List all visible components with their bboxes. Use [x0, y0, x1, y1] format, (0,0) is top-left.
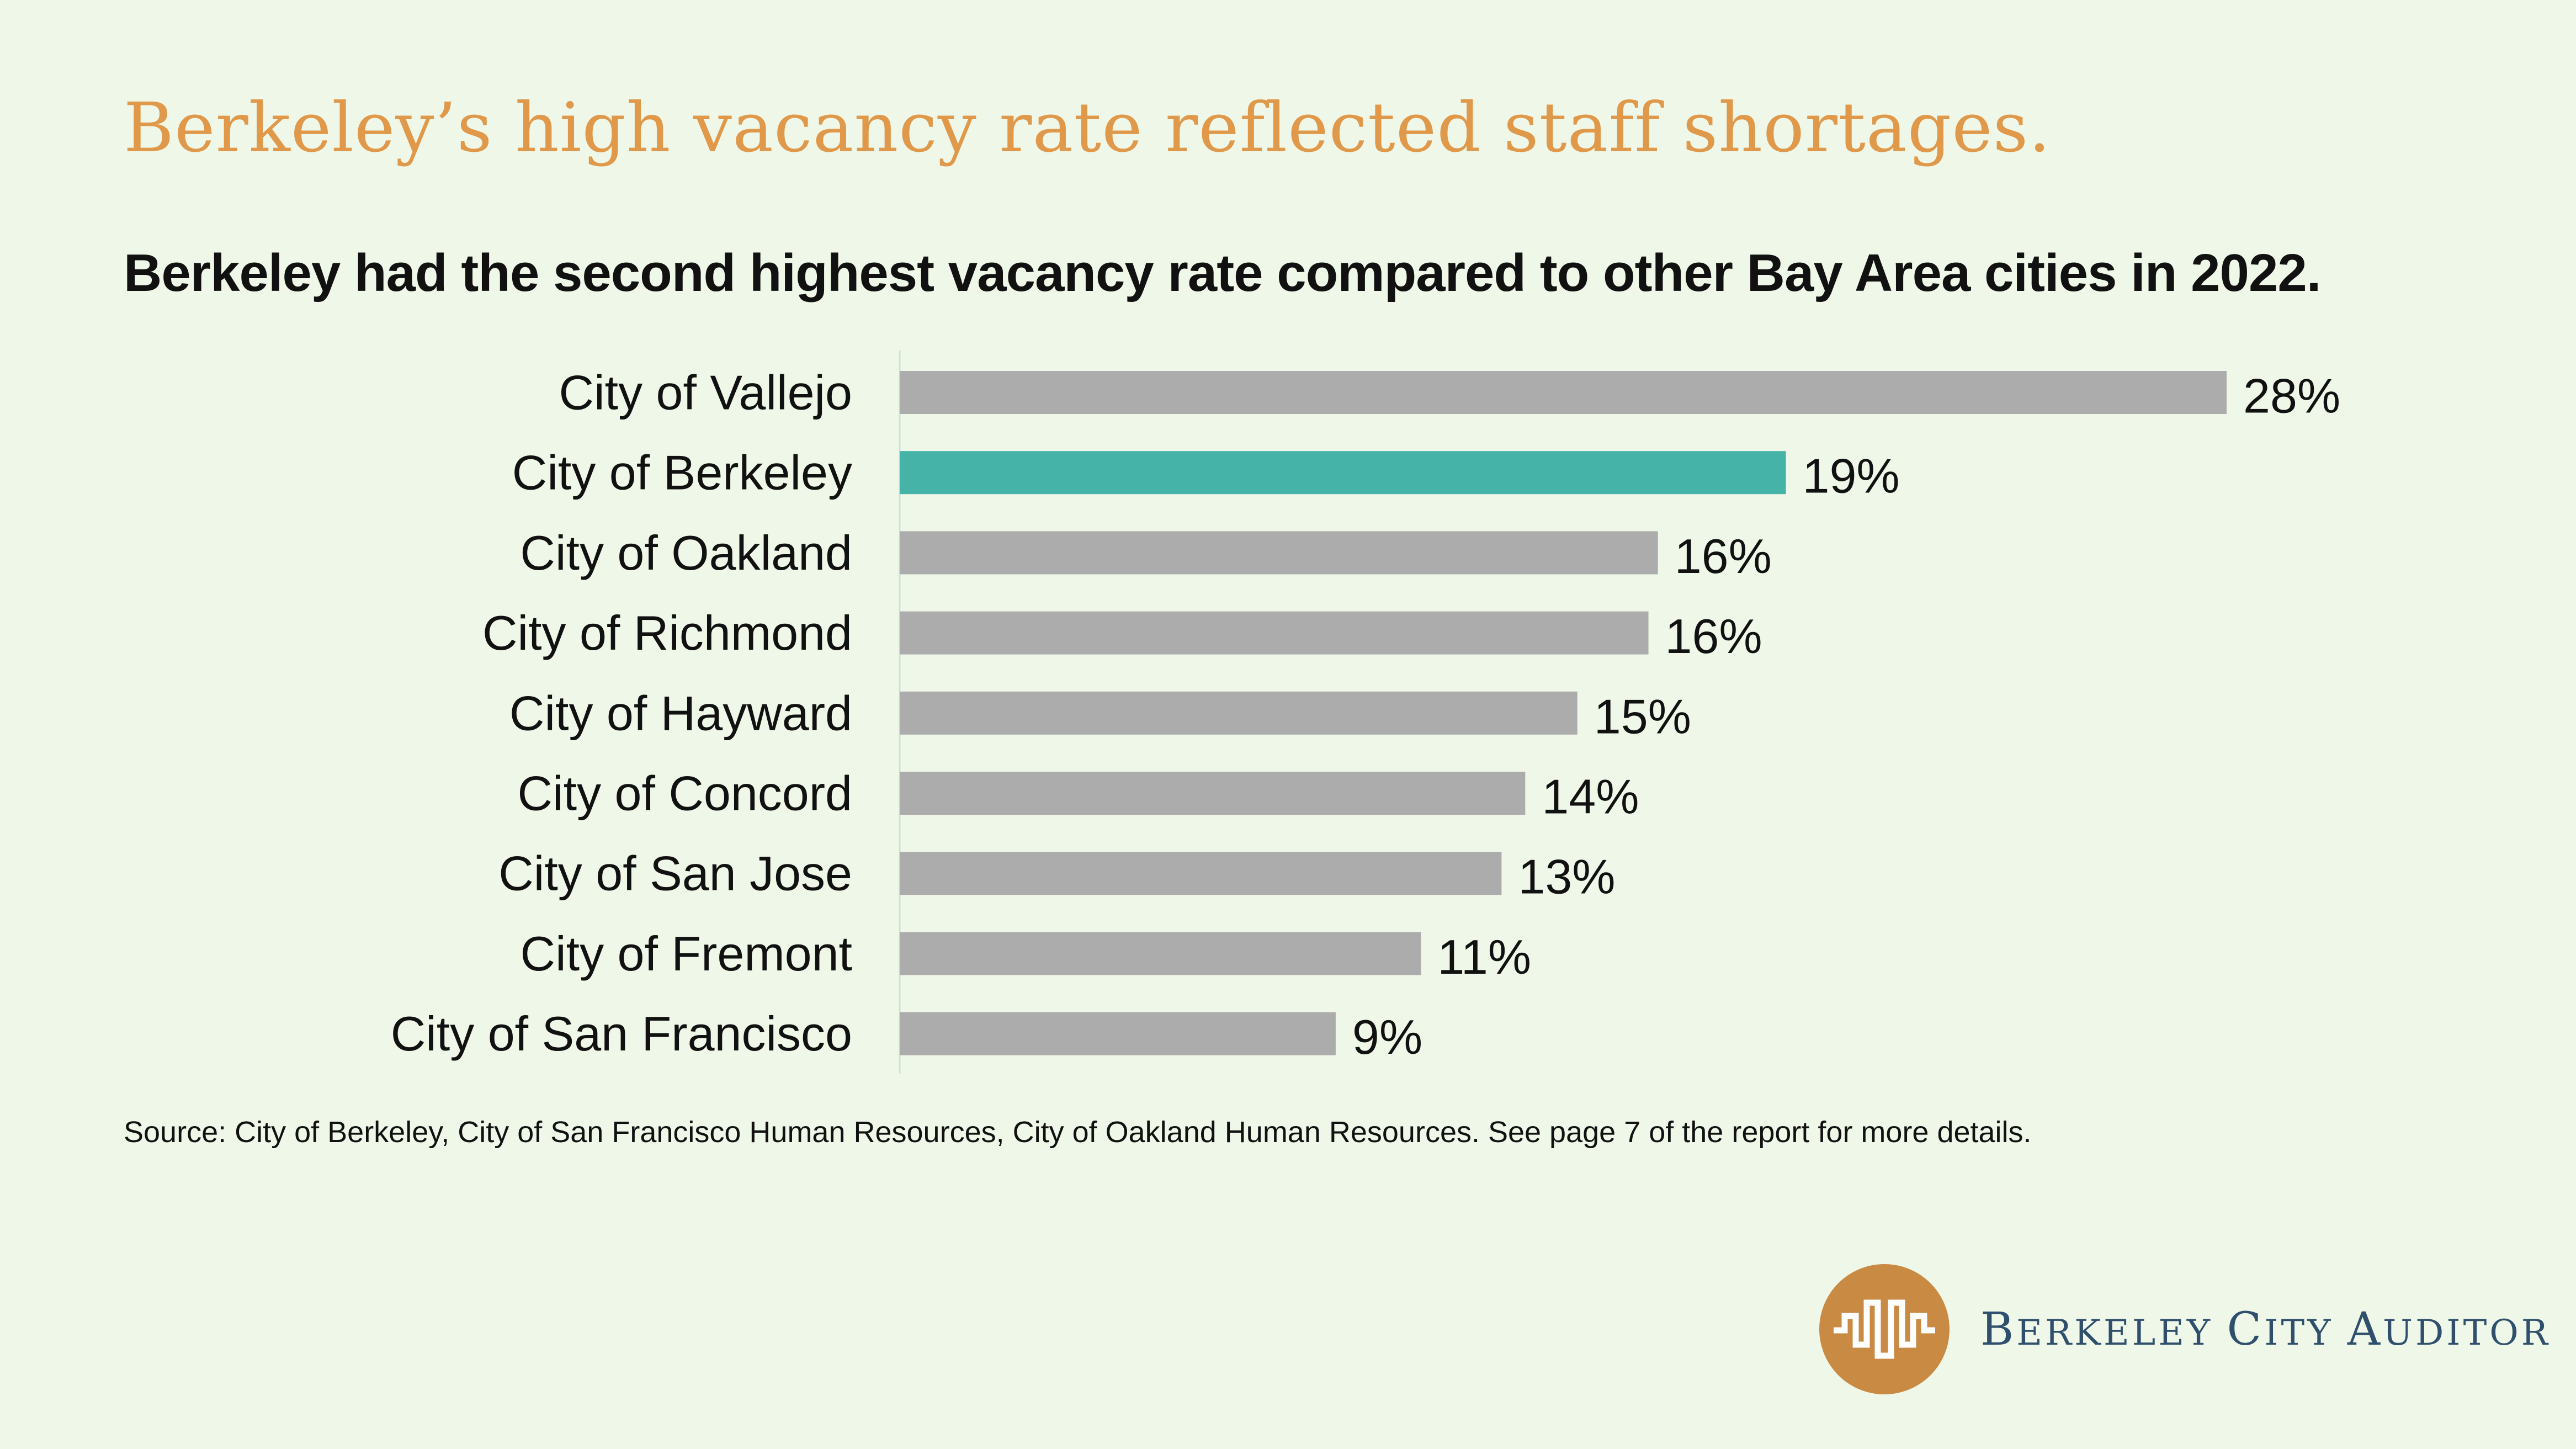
bar	[900, 772, 1526, 815]
bar	[900, 611, 1649, 655]
category-label: City of Fremont	[520, 926, 852, 981]
data-label: 19%	[1803, 449, 1900, 503]
category-label: City of San Francisco	[391, 1006, 852, 1061]
bar-highlight	[900, 451, 1786, 495]
bar	[900, 371, 2227, 414]
source-note: Source: City of Berkeley, City of San Fr…	[124, 1116, 2032, 1149]
logo-text: BERKELEY CITY AUDITOR	[1980, 1303, 2551, 1356]
bar	[900, 852, 1502, 895]
bar	[900, 932, 1421, 975]
bar	[900, 1012, 1336, 1055]
chart-title: Berkeley’s high vacancy rate reflected s…	[124, 88, 2051, 168]
bar	[900, 531, 1658, 575]
category-label: City of San Jose	[498, 846, 852, 901]
category-label: City of Concord	[518, 766, 852, 821]
category-label: City of Oakland	[520, 526, 852, 580]
data-label: 28%	[2243, 369, 2340, 423]
data-label: 13%	[1518, 850, 1615, 904]
data-label: 11%	[1437, 930, 1531, 984]
auditor-logo: BERKELEY CITY AUDITOR	[1819, 1264, 2551, 1394]
data-label: 16%	[1675, 529, 1772, 583]
data-label: 16%	[1665, 609, 1762, 664]
bar	[900, 691, 1578, 735]
waveform-circle-icon	[1819, 1264, 1950, 1394]
category-label: City of Richmond	[482, 606, 852, 660]
category-label: City of Hayward	[509, 686, 852, 740]
data-label: 14%	[1542, 769, 1639, 824]
chart-subtitle: Berkeley had the second highest vacancy …	[124, 243, 2321, 302]
category-label: City of Berkeley	[512, 445, 852, 500]
data-label: 9%	[1352, 1010, 1422, 1064]
category-label: City of Vallejo	[559, 365, 852, 420]
data-label: 15%	[1594, 689, 1691, 744]
